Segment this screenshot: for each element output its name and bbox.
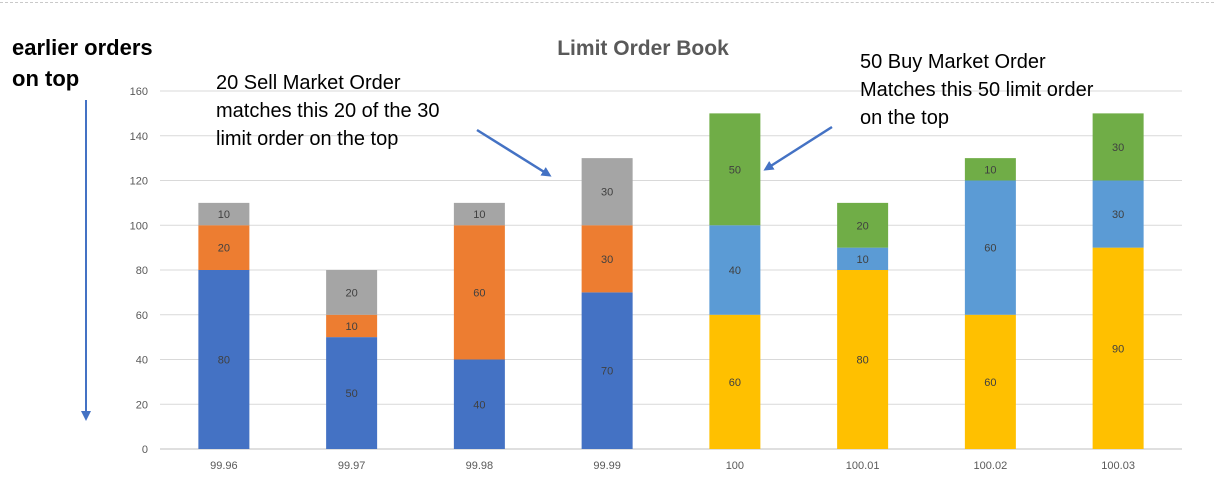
- bar-data-label: 30: [601, 254, 613, 266]
- x-tick-label: 100.02: [974, 460, 1008, 472]
- bar-segment: [453, 225, 505, 360]
- bar-segment: [837, 202, 889, 248]
- buy-callout-line: 50 Buy Market Order: [860, 51, 1046, 73]
- bar-segment: [837, 270, 889, 449]
- bar-data-label: 40: [729, 265, 741, 277]
- bar-segment: [198, 270, 250, 449]
- y-tick-label: 0: [142, 444, 148, 456]
- buy-callout-arrow: [763, 125, 833, 171]
- sell-callout-arrow: [476, 128, 552, 177]
- bar-data-label: 80: [218, 355, 230, 367]
- buy-market-order-callout: 50 Buy Market Order Matches this 50 limi…: [860, 48, 1093, 132]
- bar-segment: [709, 113, 761, 226]
- bar-data-label: 60: [473, 287, 485, 299]
- bar-data-label: 60: [984, 377, 996, 389]
- bar-segment: [326, 270, 378, 315]
- x-tick-label: 100: [726, 460, 744, 472]
- x-tick-label: 100.01: [846, 460, 880, 472]
- x-tick-label: 99.96: [210, 460, 238, 472]
- bar-data-label: 20: [346, 287, 358, 299]
- bar-data-label: 30: [1112, 209, 1124, 221]
- x-tick-label: 99.99: [593, 460, 621, 472]
- bar-data-label: 10: [857, 254, 869, 266]
- sell-callout-line: 20 Sell Market Order: [216, 72, 401, 94]
- bar-data-label: 60: [729, 377, 741, 389]
- bar-segment: [198, 225, 250, 270]
- y-tick-label: 60: [136, 310, 148, 322]
- y-tick-label: 40: [136, 355, 148, 367]
- bar-segment: [581, 292, 633, 449]
- bar-segment: [198, 202, 250, 226]
- bar-segment: [964, 158, 1016, 181]
- side-label-line1: earlier orders: [12, 35, 153, 60]
- bar-data-label: 70: [601, 366, 613, 378]
- y-tick-label: 80: [136, 265, 148, 277]
- bar-segment: [453, 359, 505, 449]
- y-tick-label: 20: [136, 399, 148, 411]
- y-tick-label: 100: [130, 220, 148, 232]
- chart-title: Limit Order Book: [557, 37, 729, 60]
- bar-segment: [837, 247, 889, 270]
- bar-data-label: 40: [473, 399, 485, 411]
- sell-callout-line: matches this 20 of the 30: [216, 100, 440, 122]
- bar-data-label: 10: [984, 164, 996, 176]
- x-axis-ticks: 99.96 99.97 99.98 99.99 100 100.01 100.02 100.0…: [210, 460, 1135, 472]
- bar-segment: [581, 158, 633, 226]
- bar-data-label: 80: [857, 355, 869, 367]
- bar-data-label: 30: [1112, 142, 1124, 154]
- bar-segment: [709, 225, 761, 315]
- y-tick-label: 140: [130, 131, 148, 143]
- y-tick-label: 120: [130, 176, 148, 188]
- sell-callout-line: limit order on the top: [216, 128, 399, 150]
- bar-segment: [581, 225, 633, 293]
- bar-data-label: 10: [473, 209, 485, 221]
- y-axis-ticks: 0 20 40 60 80 100 120 140 160: [130, 86, 148, 456]
- bar-segment: [326, 337, 378, 449]
- top-dashed-border: [0, 2, 1214, 3]
- bar-segment: [453, 202, 505, 226]
- bar-segment: [1092, 247, 1144, 449]
- bar-segment: [964, 314, 1016, 449]
- bar-data-label: 90: [1112, 343, 1124, 355]
- bars: 80 20 10 50 10 20 40 60 10 70 30 30 60 40 50 80 10 20 60 60…: [198, 113, 1144, 449]
- bar-data-label: 10: [346, 321, 358, 333]
- sell-market-order-callout: 20 Sell Market Order matches this 20 of …: [216, 69, 439, 153]
- y-tick-label: 160: [130, 86, 148, 98]
- bar-data-label: 10: [218, 209, 230, 221]
- bar-data-label: 60: [984, 243, 996, 255]
- bar-segment: [964, 180, 1016, 315]
- bar-data-label: 30: [601, 187, 613, 199]
- bar-data-label: 20: [857, 220, 869, 232]
- buy-callout-line: Matches this 50 limit order: [860, 79, 1094, 101]
- side-label-line2: on top: [12, 66, 80, 91]
- x-tick-label: 99.97: [338, 460, 366, 472]
- earlier-orders-label: earlier orders on top: [12, 32, 153, 94]
- bar-segment: [326, 314, 378, 338]
- bar-segment: [1092, 180, 1144, 248]
- x-tick-label: 99.98: [466, 460, 494, 472]
- bar-data-label: 50: [729, 164, 741, 176]
- buy-callout-line: on the top: [860, 107, 949, 129]
- bar-segment: [709, 314, 761, 449]
- bar-data-label: 50: [346, 388, 358, 400]
- bar-data-label: 20: [218, 243, 230, 255]
- bar-segment: [1092, 113, 1144, 181]
- x-tick-label: 100.03: [1101, 460, 1135, 472]
